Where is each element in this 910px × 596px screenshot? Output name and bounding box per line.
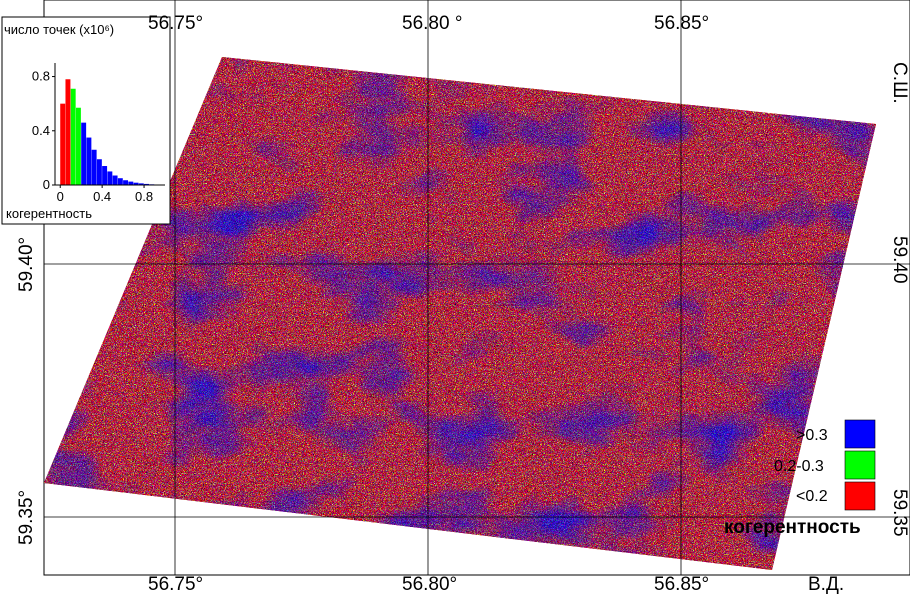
lon-label-top-2: 56.80 ° — [402, 13, 463, 34]
histogram-y-tick-label: 0.8 — [32, 69, 50, 84]
histogram-panel — [1, 16, 171, 225]
histogram-bar — [144, 183, 149, 185]
histogram-title: число точек (x10⁶) — [4, 22, 115, 37]
lat-label-right-2: 59.35 — [889, 489, 910, 537]
histogram-bar — [102, 166, 108, 185]
histogram-bar — [81, 122, 87, 185]
lon-unit-label: В.Д. — [808, 574, 845, 595]
graticule — [44, 0, 910, 575]
legend-title: когерентность — [724, 517, 861, 538]
legend-swatch — [844, 450, 876, 480]
histogram-bar — [117, 178, 123, 185]
histogram-x-tick-label: 0.8 — [135, 189, 153, 204]
histogram-bar — [60, 103, 66, 185]
histogram-x-tick-label: 0 — [57, 189, 64, 204]
lat-label-left-1: 59.40° — [16, 236, 37, 292]
histogram-bar — [70, 88, 76, 185]
histogram-bar — [91, 149, 97, 185]
legend-swatches — [844, 419, 876, 511]
histogram-bar — [86, 137, 92, 185]
lon-label-top-3: 56.85° — [654, 13, 710, 34]
lon-label-bottom-3: 56.85° — [654, 574, 710, 595]
histogram-bar — [133, 182, 139, 185]
lon-label-bottom-2: 56.80° — [402, 574, 458, 595]
histogram-bar — [128, 181, 134, 185]
legend-swatch — [844, 419, 876, 449]
histogram-bar — [112, 175, 118, 185]
legend-swatch — [844, 481, 876, 511]
histogram-bar — [96, 159, 102, 185]
histogram-bar — [65, 79, 71, 185]
histogram-y-tick-label: 0.4 — [32, 123, 50, 138]
lon-label-bottom-1: 56.75° — [148, 574, 204, 595]
legend-label-low: <0.2 — [796, 488, 828, 505]
histogram-bar — [123, 180, 129, 185]
histogram-bars — [60, 79, 165, 185]
histogram-ticks: 0 0.4 0.8 0 0.4 0.8 — [32, 69, 153, 204]
histogram-bar — [75, 107, 81, 185]
histogram-y-tick-label: 0 — [43, 177, 50, 192]
lon-label-top-1: 56.75° — [148, 13, 204, 34]
histogram-x-label: когерентность — [6, 206, 92, 221]
histogram-inset: 0 0.4 0.8 0 0.4 0.8 — [1, 16, 171, 225]
lat-label-left-2: 59.35° — [16, 489, 37, 545]
legend-label-mid: 0.2-0.3 — [774, 458, 824, 475]
histogram-bar — [107, 171, 113, 185]
legend-label-high: >0.3 — [796, 427, 828, 444]
histogram-bar — [138, 183, 144, 185]
lat-label-right-1: 59.40 — [889, 236, 910, 284]
lat-unit-label: С.Ш. — [889, 62, 910, 104]
histogram-x-tick-label: 0.4 — [93, 189, 111, 204]
